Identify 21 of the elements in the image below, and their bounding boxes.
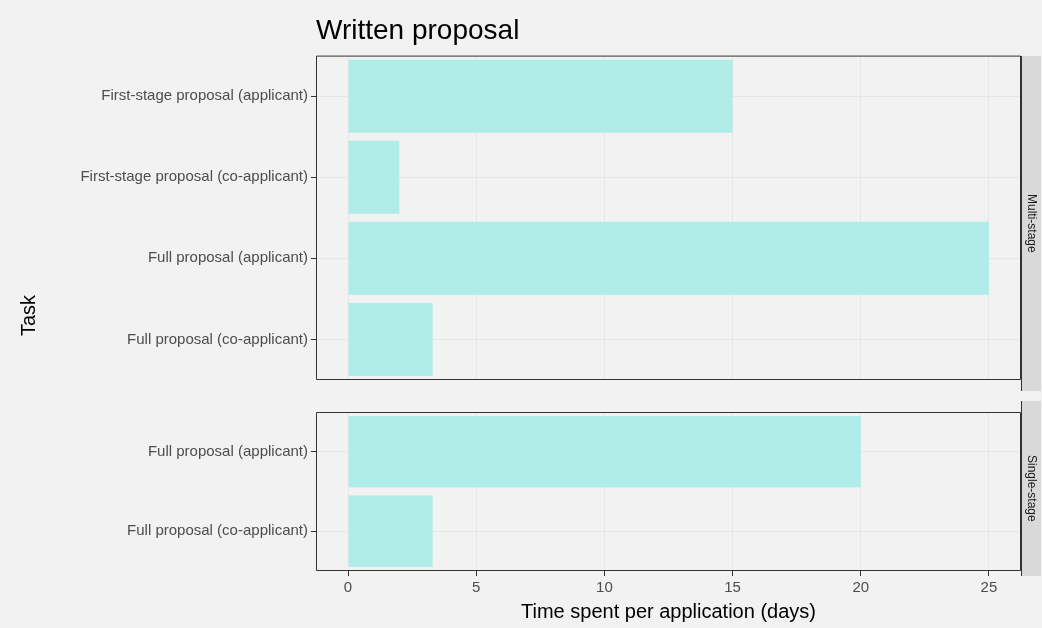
text: Multi-stage (1024, 194, 1039, 253)
y-tick-label: Full proposal (co-applicant) (127, 329, 308, 347)
y-axis-title: Task (17, 294, 41, 336)
y-tick-label: Full proposal (applicant) (147, 441, 308, 459)
x-tick-label: 0 (343, 578, 353, 596)
x-tick-label: 20 (852, 578, 870, 596)
x-tick-label: 15 (724, 578, 741, 596)
bar (348, 59, 733, 133)
y-tick-label: First-stage proposal (applicant) (101, 86, 308, 104)
x-tick-label: 25 (980, 578, 998, 596)
x-tick-label: 5 (472, 578, 481, 596)
chart-title: Written proposal (316, 13, 520, 45)
bar (348, 221, 989, 295)
x-axis-title: Time spent per application (days) (521, 599, 816, 622)
text: Single-stage (1024, 455, 1039, 522)
bar (348, 302, 433, 376)
y-tick-label: Full proposal (applicant) (147, 248, 308, 266)
y-tick-label: Full proposal (co-applicant) (127, 521, 308, 539)
y-tick-label: First-stage proposal (co-applicant) (80, 167, 308, 185)
bar (348, 140, 400, 214)
x-tick-label: 10 (596, 578, 613, 596)
